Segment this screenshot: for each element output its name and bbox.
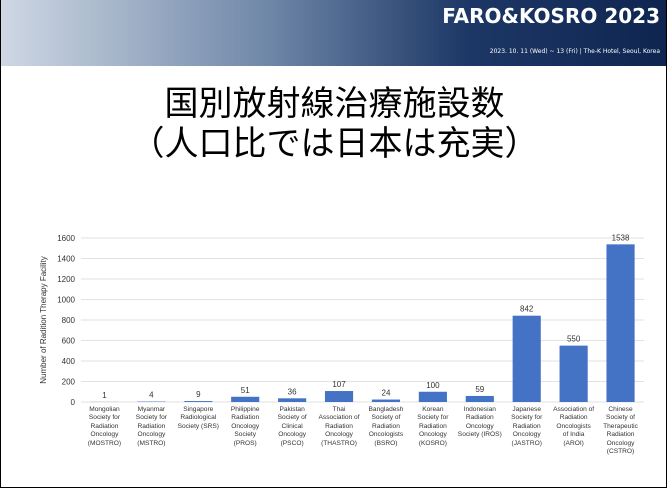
- chart-title: 国別放射線治療施設数 （人口比では日本は充実）: [130, 84, 539, 164]
- bar: [231, 396, 260, 402]
- bar: [184, 401, 213, 402]
- data-label: 36: [288, 387, 297, 396]
- bar: [418, 391, 447, 402]
- y-tick-label: 0: [71, 398, 76, 407]
- data-label: 1: [102, 391, 107, 400]
- y-tick-label: 600: [62, 337, 76, 346]
- y-tick-label: 400: [62, 357, 76, 366]
- x-tick-label: Thai Association of Radiation Oncology (…: [318, 406, 360, 447]
- banner: FARO&KOSRO 2023 2023. 10. 11 (Wed) ~ 13 …: [1, 0, 666, 66]
- data-label: 4: [149, 391, 154, 400]
- y-axis-label: Number of Radition Therapy Facility: [39, 256, 48, 383]
- y-tick-label: 1600: [57, 234, 75, 243]
- x-tick-label: Mongolian Society for Radiation Oncology…: [87, 406, 122, 447]
- x-tick-label: Bangladesh Society of Radiation Oncologi…: [368, 406, 404, 447]
- y-tick-label: 800: [62, 316, 76, 325]
- logo: FARO&KOSRO 2023: [442, 4, 660, 28]
- x-tick-label: Singapore Radiological Society (SRS): [177, 406, 219, 430]
- data-label: 1538: [612, 233, 630, 242]
- data-label: 51: [241, 386, 250, 395]
- data-label: 107: [332, 380, 346, 389]
- event-info: 2023. 10. 11 (Wed) ~ 13 (Fri) | The-K Ho…: [489, 48, 660, 55]
- x-tick-label: Myanmar Society for Radiation Oncology (…: [135, 406, 167, 447]
- data-label: 842: [520, 305, 534, 314]
- y-tick-label: 1400: [57, 255, 75, 264]
- data-label: 59: [475, 385, 484, 394]
- x-tick-label: Indonesian Radiation Oncology Society (I…: [457, 406, 502, 439]
- bar: [465, 395, 494, 402]
- x-tick-label: Japanese Society for Radiation Oncology …: [511, 406, 543, 447]
- bar: [371, 399, 401, 402]
- x-tick-label: Association of Radiation Oncologists of …: [553, 406, 595, 447]
- bar: [324, 391, 354, 402]
- x-tick-label: Korean Society for Radiation Oncology (K…: [417, 406, 449, 447]
- x-tick-label: Chinese Society of Therapeutic Radiation…: [603, 406, 638, 456]
- data-label: 550: [567, 335, 581, 344]
- x-tick-label: Pakistan Society of Clinical Oncology (P…: [277, 406, 307, 447]
- y-tick-label: 1000: [57, 296, 75, 305]
- y-tick-label: 200: [62, 378, 76, 387]
- bar: [512, 315, 541, 402]
- y-tick-label: 1200: [57, 275, 75, 284]
- bar: [278, 398, 307, 402]
- bar: [559, 345, 588, 402]
- data-label: 24: [382, 389, 391, 398]
- bar: [606, 244, 635, 402]
- data-label: 9: [196, 390, 201, 399]
- x-tick-label: Philippine Radiation Oncology Society (P…: [230, 406, 260, 447]
- data-label: 100: [426, 381, 440, 390]
